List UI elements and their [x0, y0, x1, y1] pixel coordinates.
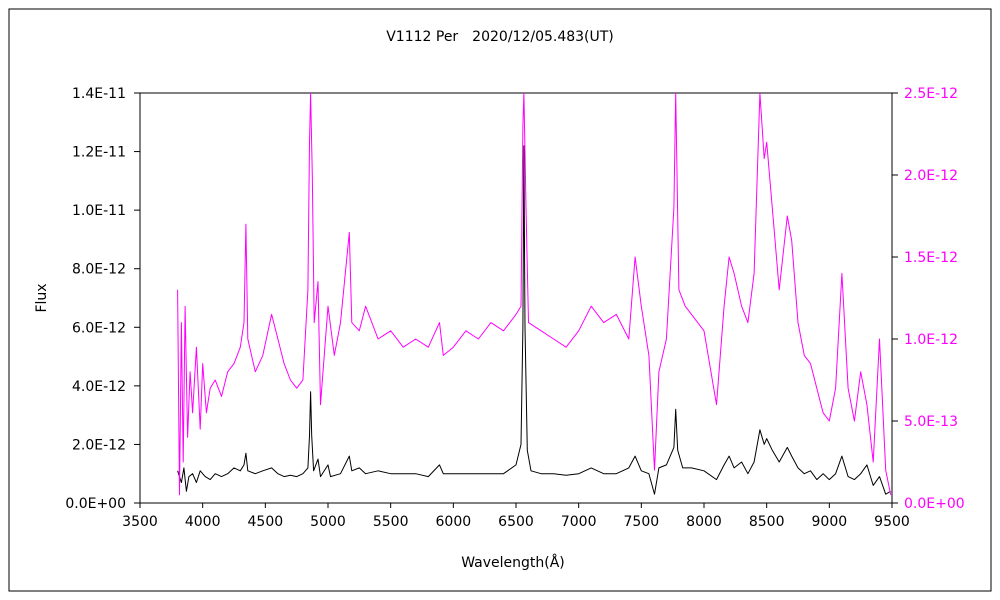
x-axis-ticks: 3500 4000 4500 5000 5500 6000 6500 7000 7500 8000…: [122, 503, 910, 530]
x-tick-label: 9000: [812, 514, 848, 530]
y-right-tick-label: 0.0E+00: [904, 496, 965, 512]
y-left-tick-label: 1.0E-11: [72, 203, 126, 219]
y-right-tick-label: 1.5E-12: [904, 250, 958, 266]
y-right-tick-label: 2.0E-12: [904, 168, 958, 184]
x-tick-label: 4500: [248, 514, 284, 530]
y-right-tick-label: 1.0E-12: [904, 332, 958, 348]
y-left-tick-label: 6.0E-12: [72, 320, 126, 336]
x-tick-label: 6000: [436, 514, 472, 530]
x-tick-label: 7000: [561, 514, 597, 530]
y-right-axis-ticks: 0.0E+00 5.0E-13 1.0E-12 1.5E-12 2.0E-12 2.5E-…: [892, 86, 965, 512]
x-tick-label: 5000: [310, 514, 346, 530]
chart-title: V1112 Per 2020/12/05.483(UT): [386, 29, 614, 45]
x-tick-label: 8000: [686, 514, 722, 530]
y-right-tick-label: 2.5E-12: [904, 86, 958, 102]
y-right-tick-label: 5.0E-13: [904, 414, 958, 430]
chart-border: [8, 8, 992, 592]
x-tick-label: 7500: [624, 514, 660, 530]
y-left-tick-label: 8.0E-12: [72, 262, 126, 278]
series-line-left: [177, 145, 891, 495]
y-axis-label-left: Flux: [34, 283, 50, 312]
series-line-right: [177, 93, 892, 496]
x-axis-label: Wavelength(Å): [461, 554, 565, 571]
y-left-tick-label: 0.0E+00: [65, 496, 126, 512]
y-left-tick-label: 1.4E-11: [72, 86, 126, 102]
y-left-tick-label: 4.0E-12: [72, 379, 126, 395]
series-layer: [177, 93, 892, 496]
y-left-tick-label: 2.0E-12: [72, 437, 126, 453]
x-tick-label: 5500: [373, 514, 409, 530]
x-tick-label: 3500: [122, 514, 158, 530]
x-tick-label: 6500: [498, 514, 534, 530]
x-tick-label: 4000: [185, 514, 221, 530]
x-tick-label: 8500: [749, 514, 785, 530]
y-left-axis-ticks: 0.0E+00 2.0E-12 4.0E-12 6.0E-12 8.0E-12 1.0E-…: [65, 86, 140, 512]
x-tick-label: 9500: [874, 514, 910, 530]
y-left-tick-label: 1.2E-11: [72, 145, 126, 161]
